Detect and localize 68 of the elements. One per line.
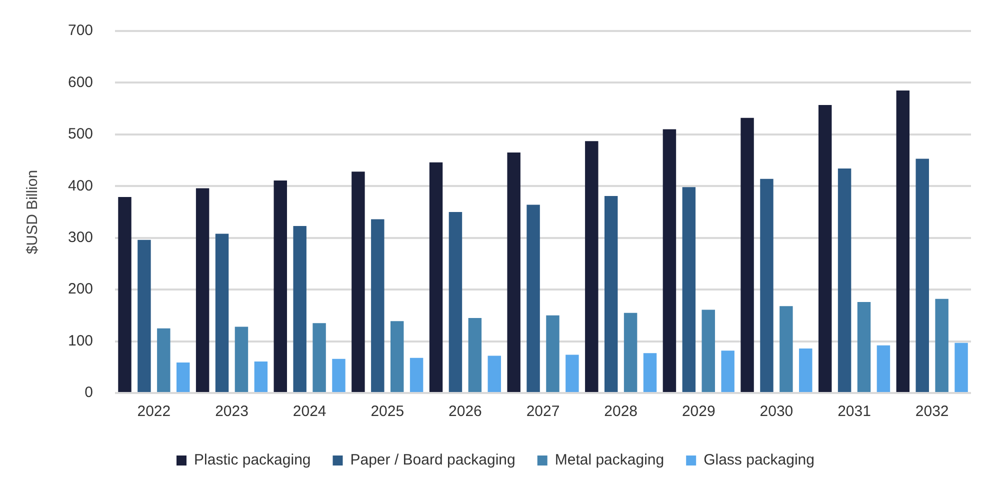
- y-tick-label: 200: [68, 280, 94, 298]
- bar: [254, 361, 268, 392]
- x-tick-label: 2023: [215, 403, 248, 420]
- bar: [721, 350, 734, 392]
- bar: [138, 240, 151, 392]
- bar: [429, 162, 443, 392]
- bar: [857, 302, 871, 392]
- bar: [896, 90, 910, 392]
- bar: [799, 348, 812, 392]
- bar: [935, 298, 948, 392]
- y-tick-label: 300: [68, 229, 94, 246]
- bar: [624, 312, 638, 392]
- bar: [448, 212, 462, 392]
- bar: [954, 342, 968, 392]
- y-tick-label: 0: [84, 384, 94, 402]
- bar: [196, 188, 210, 392]
- bar: [118, 197, 132, 392]
- x-tick-label: 2026: [448, 403, 482, 420]
- bar: [876, 345, 890, 392]
- x-tick-label: 2024: [292, 403, 326, 420]
- bar: [585, 141, 598, 392]
- x-tick-label: 2028: [604, 403, 638, 420]
- y-tick-label: 500: [68, 126, 94, 143]
- bar: [780, 306, 793, 392]
- x-tick-label: 2022: [137, 403, 171, 420]
- bar: [507, 152, 520, 392]
- bar: [234, 326, 248, 392]
- y-tick-label: 100: [68, 332, 94, 350]
- bar: [488, 356, 501, 392]
- bar: [215, 234, 229, 392]
- bar: [468, 318, 482, 392]
- legend-label: Metal packaging: [554, 452, 664, 469]
- bar: [682, 187, 696, 392]
- bar: [702, 310, 715, 392]
- x-tick-label: 2032: [915, 403, 949, 420]
- bar: [176, 362, 190, 392]
- bar: [760, 178, 774, 392]
- bar: [566, 354, 579, 392]
- x-tick-label: 2030: [760, 403, 794, 420]
- y-tick-label: 400: [68, 177, 94, 194]
- bar: [526, 204, 540, 392]
- x-tick-label: 2025: [370, 403, 404, 420]
- bar: [818, 104, 832, 392]
- legend-label: Glass packaging: [704, 452, 814, 469]
- bar: [740, 118, 754, 392]
- bar: [410, 358, 424, 392]
- bar: [332, 358, 346, 392]
- bar: [274, 180, 287, 392]
- bar: [643, 353, 657, 392]
- legend-label: Plastic packaging: [194, 452, 311, 469]
- bar: [371, 219, 384, 392]
- bar: [293, 226, 306, 392]
- bar: [352, 172, 365, 392]
- bar: [390, 321, 404, 392]
- legend-label: Paper / Board packaging: [350, 452, 516, 469]
- bar: [838, 168, 852, 392]
- bar: [312, 323, 326, 392]
- y-tick-label: 700: [68, 22, 94, 40]
- x-tick-label: 2029: [682, 403, 716, 420]
- y-tick-label: 600: [68, 74, 94, 91]
- bar: [604, 196, 618, 392]
- bar: [916, 158, 929, 392]
- bar: [662, 129, 676, 392]
- bar: [546, 315, 560, 392]
- x-tick-label: 2027: [526, 403, 560, 420]
- x-tick-label: 2031: [838, 403, 871, 420]
- bar: [157, 328, 170, 392]
- y-axis-title: $USD Billion: [24, 170, 42, 254]
